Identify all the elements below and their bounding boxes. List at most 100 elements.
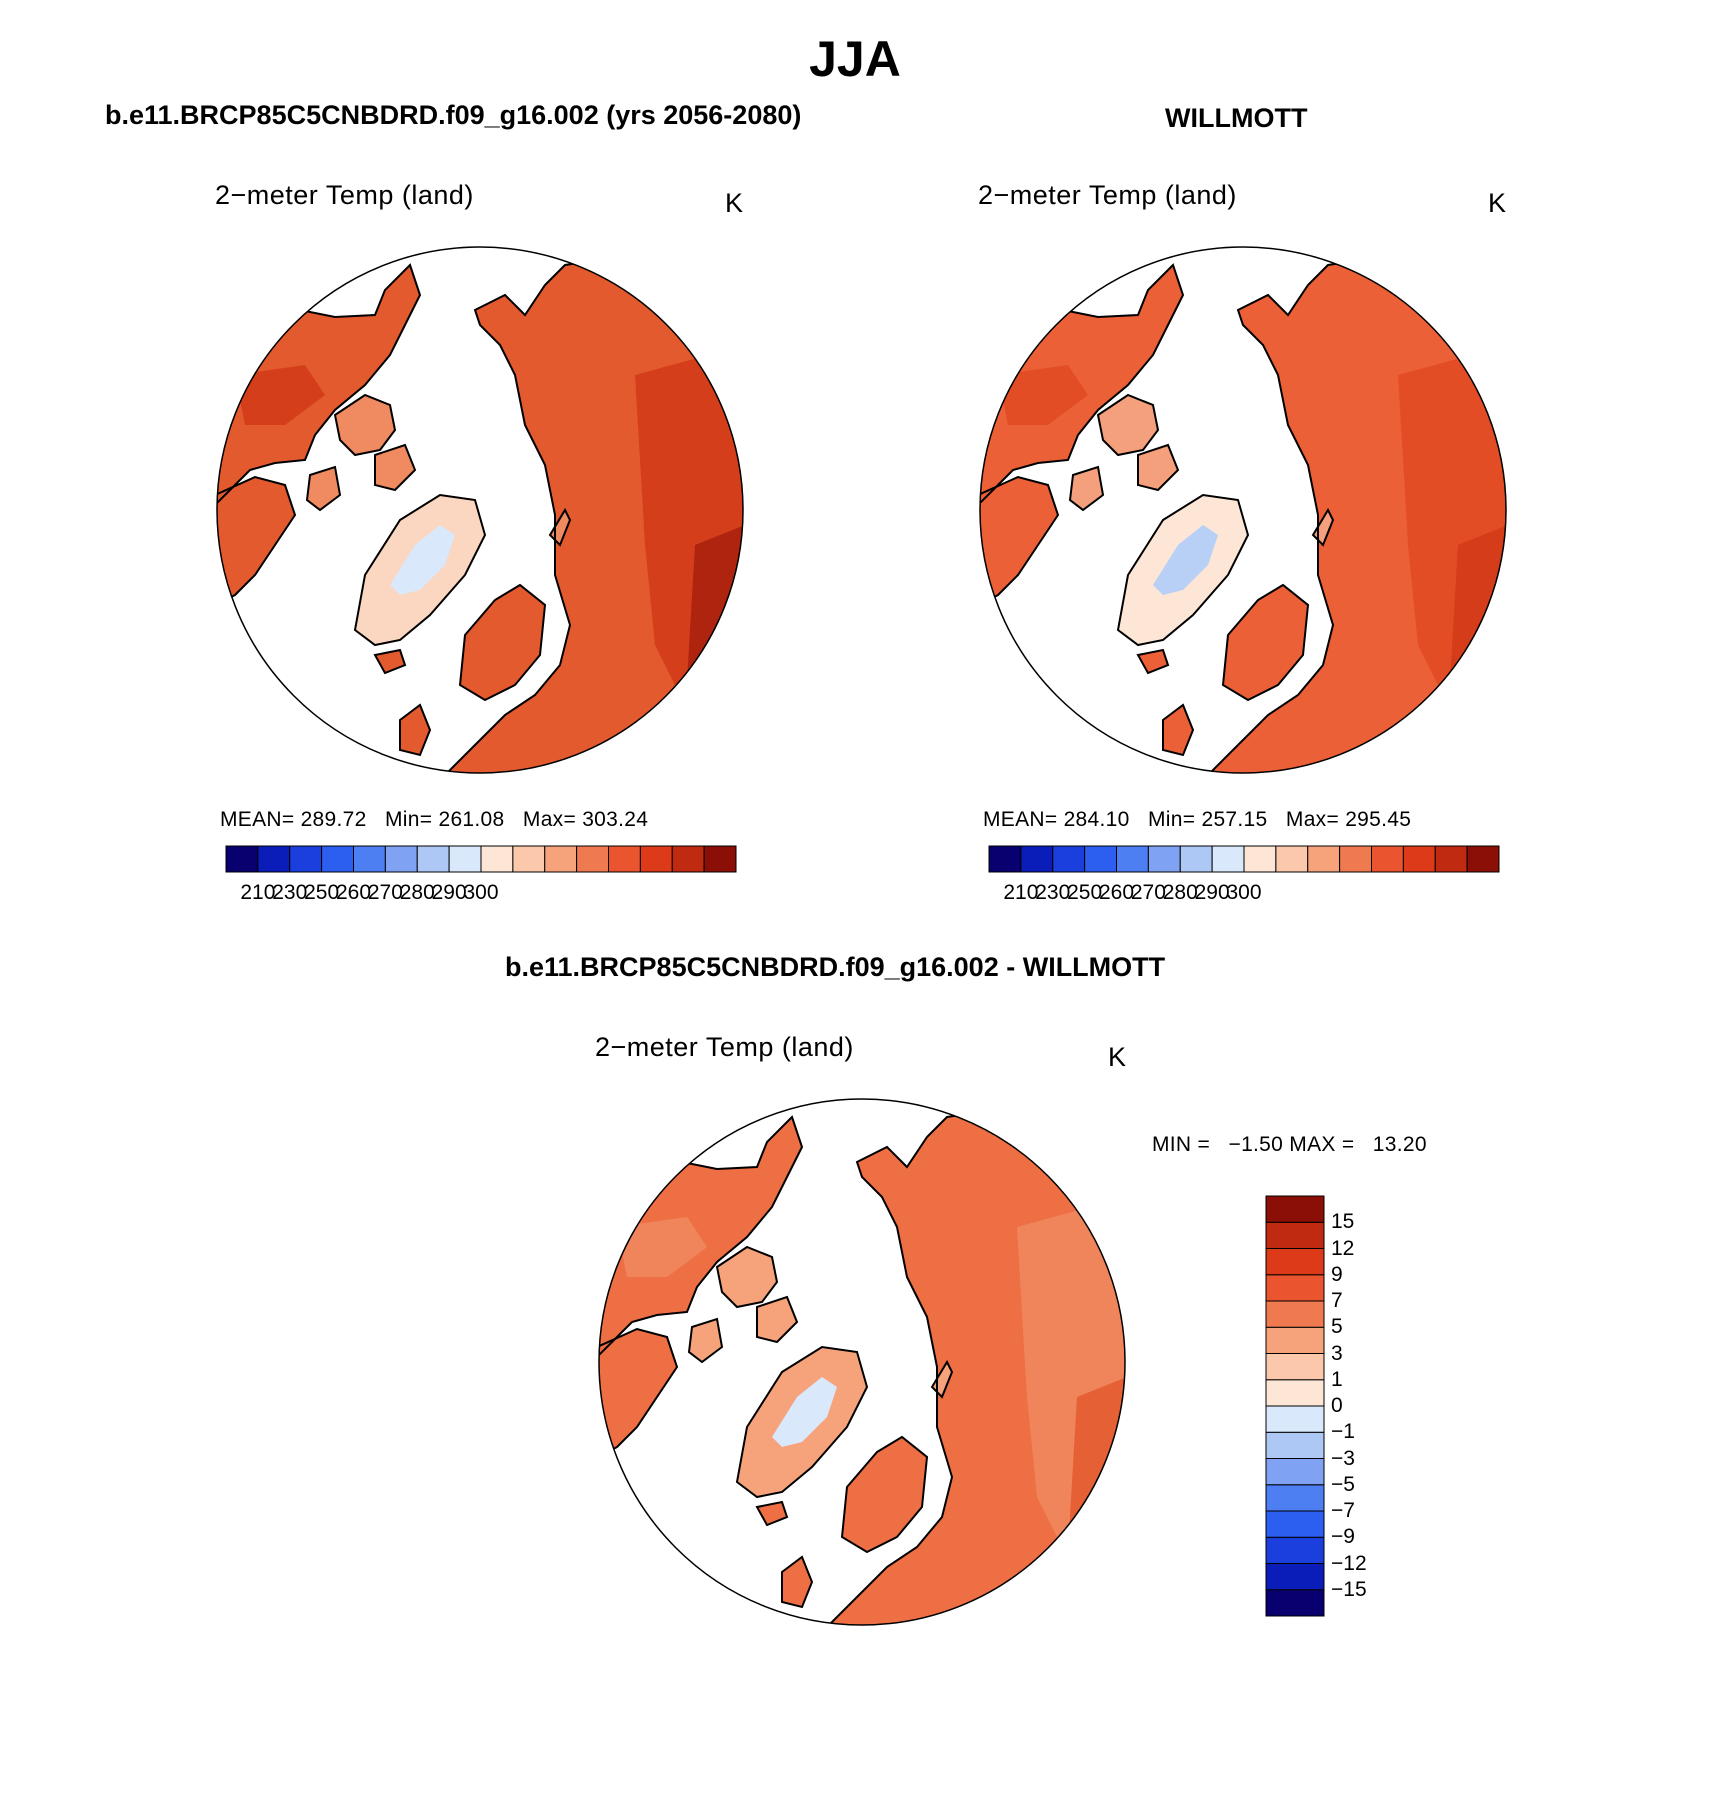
panel-heading-diff: b.e11.BRCP85C5CNBDRD.f09_g16.002 - WILLM… bbox=[505, 952, 1166, 982]
polar-map-model bbox=[216, 246, 744, 774]
land-region bbox=[400, 705, 430, 755]
colorbar-swatch bbox=[1147, 845, 1181, 873]
warm-region bbox=[235, 365, 325, 425]
colorbar-swatch bbox=[988, 845, 1022, 873]
units-obs: K bbox=[1488, 188, 1507, 218]
colorbar-swatch bbox=[544, 845, 578, 873]
ice-sheet-core bbox=[390, 525, 455, 595]
coastline bbox=[442, 258, 743, 773]
stats-obs: MEAN= 284.10 Min= 257.15 Max= 295.45 bbox=[983, 808, 1411, 832]
plot-label-obs: 2−meter Temp (land) bbox=[978, 180, 1237, 210]
colorbar-swatch bbox=[1265, 1536, 1325, 1564]
mean-label: MEAN= bbox=[220, 808, 295, 831]
coastline bbox=[305, 465, 342, 512]
coastline bbox=[1068, 465, 1105, 512]
colorbar-swatch bbox=[1265, 1484, 1325, 1512]
land-region bbox=[689, 1319, 722, 1362]
min-value: 261.08 bbox=[438, 808, 505, 831]
colorbar-swatch bbox=[1265, 1379, 1325, 1407]
coastline bbox=[1136, 648, 1170, 675]
colorbar-swatch bbox=[321, 845, 354, 873]
colorbar-swatch bbox=[480, 845, 514, 873]
panel-heading-model: b.e11.BRCP85C5CNBDRD.f09_g16.002 (yrs 20… bbox=[105, 100, 802, 130]
colorbar-swatch bbox=[289, 845, 323, 873]
max-label: Max= bbox=[1285, 808, 1340, 831]
stats-diff: MIN = −1.50 MAX = 13.20 bbox=[1152, 1133, 1427, 1157]
colorbar-tick-label: 290 bbox=[431, 881, 467, 904]
colorbar-swatch bbox=[1466, 845, 1500, 873]
coastline bbox=[333, 393, 397, 457]
coastline bbox=[374, 443, 417, 492]
colorbar-tick-label: 280 bbox=[399, 881, 435, 904]
plot-label-diff: 2−meter Temp (land) bbox=[595, 1032, 854, 1062]
max-label: MAX = bbox=[1289, 1133, 1355, 1156]
coastline bbox=[980, 263, 1185, 508]
colorbar-swatch bbox=[1265, 1510, 1325, 1538]
land-region bbox=[717, 1247, 777, 1307]
map-boundary bbox=[216, 246, 744, 774]
colorbar-tick-label: −7 bbox=[1331, 1499, 1355, 1522]
colorbar-tick-label: −15 bbox=[1331, 1577, 1367, 1601]
polar-map-diff bbox=[598, 1098, 1126, 1626]
coastline bbox=[1096, 393, 1160, 457]
land-region bbox=[980, 477, 1058, 605]
colorbar-tick-label: 260 bbox=[1098, 881, 1135, 904]
coastline bbox=[1221, 583, 1310, 702]
colorbar-swatch bbox=[1265, 1221, 1325, 1249]
coastline bbox=[781, 1555, 814, 1609]
colorbar-tick-label: 5 bbox=[1331, 1315, 1343, 1339]
coastline bbox=[373, 648, 407, 675]
max-value: 295.45 bbox=[1345, 808, 1412, 831]
land-region bbox=[599, 1329, 677, 1457]
max-value: 13.20 bbox=[1372, 1133, 1427, 1156]
coastline bbox=[715, 1245, 779, 1309]
coastline bbox=[1205, 258, 1506, 773]
land-region bbox=[782, 1557, 812, 1607]
colorbar-swatch bbox=[1265, 1458, 1325, 1486]
ice-sheet-core bbox=[1153, 525, 1218, 595]
colorbar-swatch bbox=[1371, 845, 1404, 873]
coastline bbox=[1116, 493, 1250, 647]
colorbar-swatch bbox=[1084, 845, 1117, 873]
land-region bbox=[1223, 585, 1308, 700]
mean-value: 289.72 bbox=[300, 808, 367, 831]
coastline bbox=[458, 583, 547, 702]
colorbar-swatch bbox=[639, 845, 673, 873]
colorbar-swatch bbox=[1402, 845, 1436, 873]
coastline bbox=[548, 507, 572, 547]
colorbar-swatch bbox=[225, 845, 259, 873]
colorbar-swatch bbox=[1265, 1195, 1325, 1223]
land-region bbox=[1070, 467, 1103, 510]
coastline bbox=[756, 1295, 799, 1344]
units-diff: K bbox=[1108, 1042, 1127, 1072]
max-value: 303.24 bbox=[582, 808, 649, 831]
colorbar-swatch bbox=[1116, 845, 1149, 873]
colorbar-tick-label: 250 bbox=[1067, 881, 1103, 904]
colorbar-tick-label: 230 bbox=[1035, 881, 1071, 904]
colorbar-tick-label: −1 bbox=[1331, 1420, 1355, 1444]
colorbar-tick-label: 270 bbox=[1130, 881, 1166, 904]
mean-value: 284.10 bbox=[1063, 808, 1130, 831]
coastline bbox=[1162, 703, 1195, 757]
colorbar-swatch bbox=[257, 845, 291, 873]
colorbar-swatch bbox=[1265, 1431, 1325, 1459]
map-boundary bbox=[598, 1098, 1126, 1626]
colorbar-swatch bbox=[1434, 845, 1468, 873]
colorbar-tick-label: −3 bbox=[1331, 1446, 1355, 1470]
colorbar-swatch bbox=[576, 845, 609, 873]
colorbar-swatch bbox=[1265, 1326, 1325, 1354]
colorbar-tick-label: 0 bbox=[1331, 1394, 1343, 1417]
colorbar-tick-label: 12 bbox=[1331, 1236, 1355, 1260]
colorbar-tick-label: 300 bbox=[1226, 881, 1262, 904]
colorbar-tick-label: 15 bbox=[1331, 1210, 1355, 1234]
land-region bbox=[307, 467, 340, 510]
coastline bbox=[840, 1435, 929, 1554]
colorbar-model bbox=[225, 845, 737, 873]
land-region bbox=[1098, 395, 1158, 455]
main-title: JJA bbox=[809, 31, 901, 87]
polar-map-obs bbox=[979, 246, 1507, 774]
colorbar-swatch bbox=[448, 845, 482, 873]
plot-label-model: 2−meter Temp (land) bbox=[215, 180, 474, 210]
min-label: MIN = bbox=[1152, 1133, 1211, 1156]
colorbar-swatch bbox=[1307, 845, 1341, 873]
